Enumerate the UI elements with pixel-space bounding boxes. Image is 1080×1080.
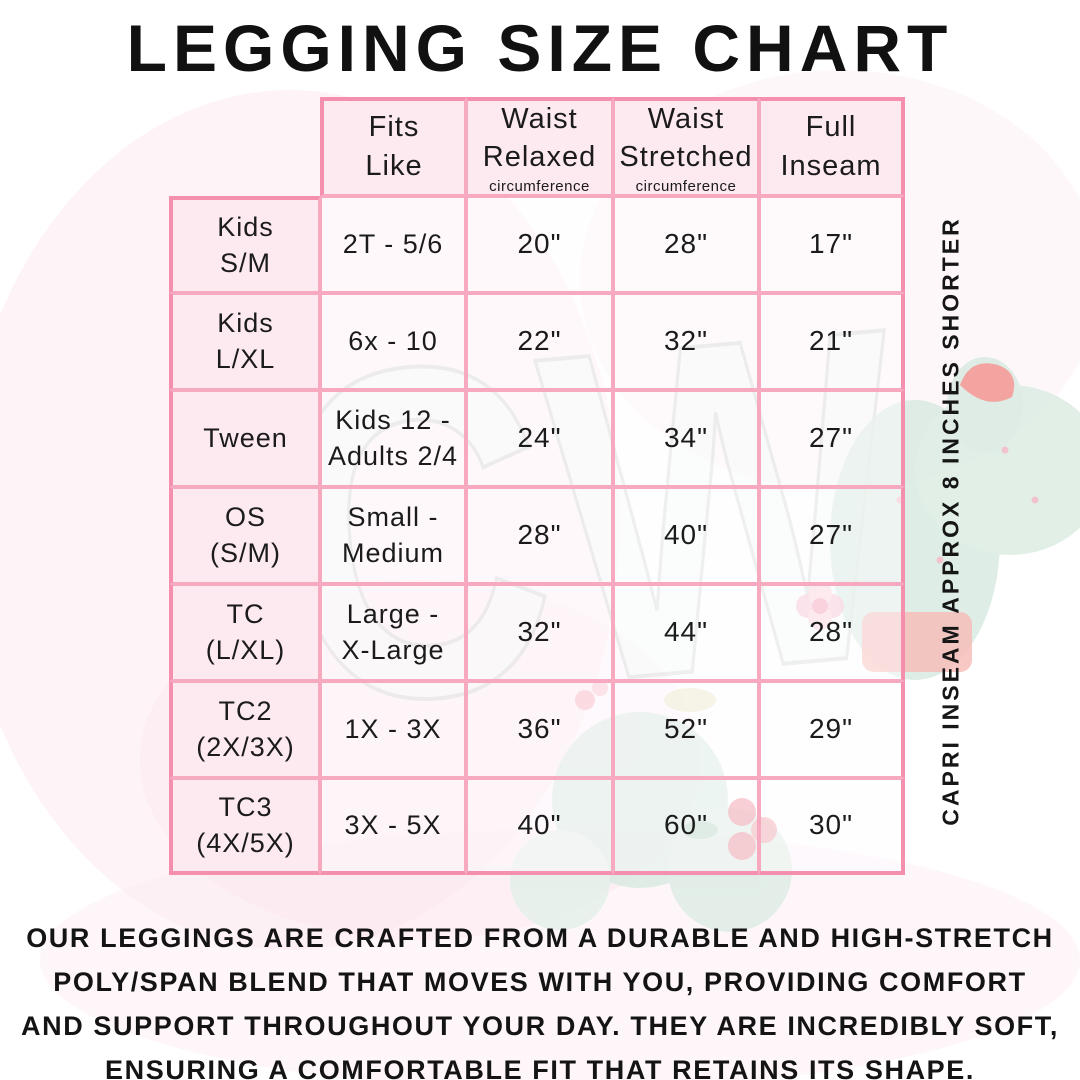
cell-os-sm-waist-relaxed: 28" (466, 487, 613, 584)
cell-kids-sm-fits-like: 2T - 5/6 (320, 196, 466, 293)
col-header-waist-stretched: Waist Stretched circumference (613, 97, 759, 196)
cw-monogram-watermark: CW (258, 229, 925, 806)
cell-tc-lxl-waist-stretched: 44" (613, 584, 759, 681)
cell-tc3-waist-stretched: 60" (613, 778, 759, 875)
cell-kids-sm-full-inseam: 17" (759, 196, 905, 293)
row-label-tween: Tween (169, 390, 320, 487)
col-header-full-inseam: Full Inseam (759, 97, 905, 196)
cactus-watermark (830, 357, 1080, 680)
cell-os-sm-waist-stretched: 40" (613, 487, 759, 584)
col-header-waist-relaxed: Waist Relaxed circumference (466, 97, 613, 196)
cell-tc3-waist-relaxed: 40" (466, 778, 613, 875)
row-label-tc-lxl: TC (L/XL) (169, 584, 320, 681)
cell-kids-sm-waist-relaxed: 20" (466, 196, 613, 293)
cell-tc3-fits-like: 3X - 5X (320, 778, 466, 875)
cell-tween-fits-like: Kids 12 - Adults 2/4 (320, 390, 466, 487)
row-label-tc2: TC2 (2X/3X) (169, 681, 320, 778)
col-header-label: Full Inseam (780, 111, 882, 182)
col-header-label: Waist Stretched (619, 102, 753, 173)
page-title: LEGGING SIZE CHART (126, 11, 954, 85)
size-table: Fits Like Waist Relaxed circumference Wa… (169, 97, 905, 875)
cell-tween-full-inseam: 27" (759, 390, 905, 487)
cell-tc2-full-inseam: 29" (759, 681, 905, 778)
col-header-note: circumference (489, 178, 590, 196)
cell-kids-lxl-waist-relaxed: 22" (466, 293, 613, 390)
col-header-fits-like: Fits Like (320, 97, 466, 196)
pink-wash-blob (40, 830, 1080, 1080)
row-label-kids-lxl: Kids L/XL (169, 293, 320, 390)
cell-tc2-fits-like: 1X - 3X (320, 681, 466, 778)
cell-kids-lxl-fits-like: 6x - 10 (320, 293, 466, 390)
cell-tc2-waist-relaxed: 36" (466, 681, 613, 778)
cell-kids-lxl-full-inseam: 21" (759, 293, 905, 390)
corner-spacer (169, 97, 320, 196)
row-label-os-sm: OS (S/M) (169, 487, 320, 584)
cell-kids-lxl-waist-stretched: 32" (613, 293, 759, 390)
cell-tc-lxl-fits-like: Large - X-Large (320, 584, 466, 681)
cell-tc3-full-inseam: 30" (759, 778, 905, 875)
cell-tween-waist-stretched: 34" (613, 390, 759, 487)
col-header-note: circumference (635, 178, 737, 196)
cell-tc2-waist-stretched: 52" (613, 681, 759, 778)
cell-os-sm-full-inseam: 27" (759, 487, 905, 584)
product-description: OUR LEGGINGS ARE CRAFTED FROM A DURABLE … (21, 923, 1059, 1080)
cell-os-sm-fits-like: Small - Medium (320, 487, 466, 584)
row-label-kids-sm: Kids S/M (169, 196, 320, 293)
cell-tc-lxl-waist-relaxed: 32" (466, 584, 613, 681)
row-label-tc3: TC3 (4X/5X) (169, 778, 320, 875)
col-header-label: Fits Like (365, 111, 423, 182)
cell-tc-lxl-full-inseam: 28" (759, 584, 905, 681)
cell-kids-sm-waist-stretched: 28" (613, 196, 759, 293)
col-header-label: Waist Relaxed (482, 102, 597, 173)
capri-inseam-note: CAPRI INSEAM APPROX 8 INCHES SHORTER (937, 216, 964, 826)
cell-tween-waist-relaxed: 24" (466, 390, 613, 487)
